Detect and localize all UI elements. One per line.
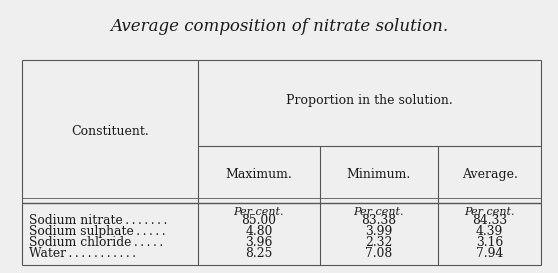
- Text: Average composition of nitrate solution.: Average composition of nitrate solution.: [110, 18, 448, 35]
- Text: 4.80: 4.80: [245, 225, 273, 238]
- Text: Per cent.: Per cent.: [234, 207, 284, 217]
- Text: 3.16: 3.16: [476, 236, 503, 249]
- Text: 2.32: 2.32: [365, 236, 393, 249]
- Text: Proportion in the solution.: Proportion in the solution.: [286, 94, 453, 107]
- Text: 7.94: 7.94: [476, 247, 503, 260]
- Text: 3.96: 3.96: [245, 236, 273, 249]
- Text: Sodium chloride . . . . .: Sodium chloride . . . . .: [29, 236, 163, 249]
- Text: Constituent.: Constituent.: [71, 125, 149, 138]
- Text: Average.: Average.: [461, 168, 518, 181]
- Text: Maximum.: Maximum.: [225, 168, 292, 181]
- Text: 83.38: 83.38: [362, 214, 396, 227]
- Text: 7.08: 7.08: [365, 247, 392, 260]
- Text: Minimum.: Minimum.: [347, 168, 411, 181]
- Text: Per cent.: Per cent.: [354, 207, 404, 217]
- Text: 4.39: 4.39: [476, 225, 503, 238]
- Text: Sodium sulphate . . . . .: Sodium sulphate . . . . .: [29, 225, 166, 238]
- Text: 84.33: 84.33: [472, 214, 507, 227]
- Text: 8.25: 8.25: [245, 247, 273, 260]
- Text: Sodium nitrate . . . . . . .: Sodium nitrate . . . . . . .: [29, 214, 167, 227]
- Text: Per cent.: Per cent.: [464, 207, 515, 217]
- Text: Water . . . . . . . . . . .: Water . . . . . . . . . . .: [29, 247, 136, 260]
- Text: 85.00: 85.00: [242, 214, 276, 227]
- Text: 3.99: 3.99: [365, 225, 393, 238]
